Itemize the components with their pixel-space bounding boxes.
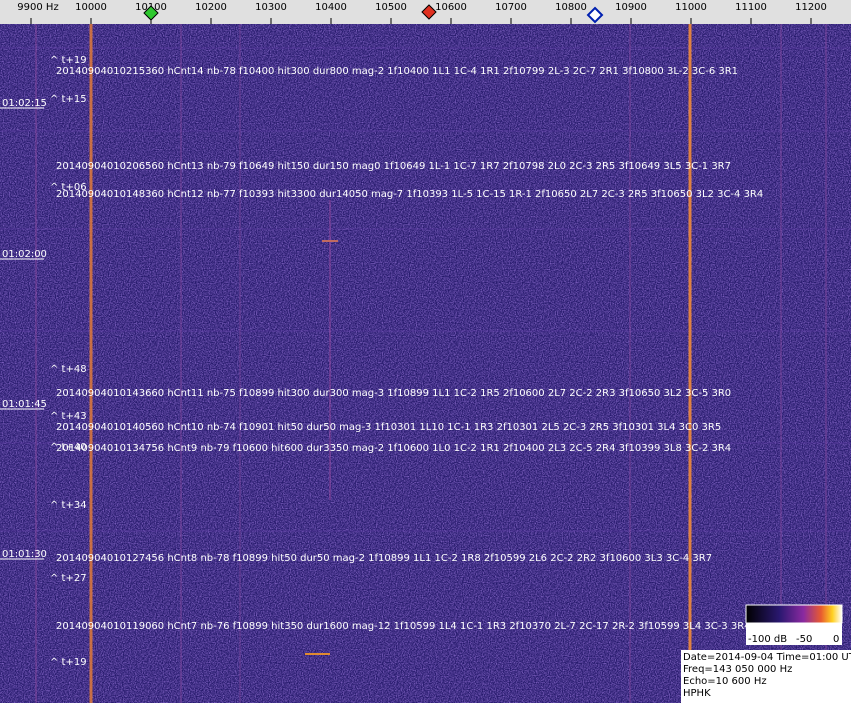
time-label: 01:01:45 <box>2 399 47 410</box>
event-marker: ^ t+19 <box>50 55 87 66</box>
horizontal-streaks <box>0 47 851 532</box>
marker-green <box>143 5 159 21</box>
freq-label: 11000 <box>675 2 707 13</box>
freq-label: 10600 <box>435 2 467 13</box>
event-line: 20140904010143660 hCnt11 nb-75 f10899 hi… <box>56 388 731 399</box>
marker-blue <box>586 6 604 24</box>
event-marker: ^ t+43 <box>50 411 87 422</box>
time-label: 01:02:00 <box>2 249 47 260</box>
freq-label: 10300 <box>255 2 287 13</box>
freq-label: 10400 <box>315 2 347 13</box>
colorbar-label: -50 <box>796 634 812 645</box>
freq-label: 10700 <box>495 2 527 13</box>
event-line: 20140904010215360 hCnt14 nb-78 f10400 hi… <box>56 66 738 77</box>
colorbar-scale <box>746 623 842 645</box>
info-line: Date=2014-09-04 Time=01:00 UTC <box>683 652 851 663</box>
info-line: HPHK <box>683 688 711 699</box>
event-line: 20140904010119060 hCnt7 nb-76 f10899 hit… <box>56 621 751 632</box>
time-label: 01:01:30 <box>2 549 47 560</box>
freq-label: 11100 <box>735 2 767 13</box>
event-line: 20140904010148360 hCnt12 nb-77 f10393 hi… <box>56 189 763 200</box>
info-bg <box>681 650 851 703</box>
freq-label: 10800 <box>555 2 587 13</box>
colorbar: -100 dB -50 0 <box>745 604 843 645</box>
event-line: 20140904010127456 hCnt8 nb-78 f10899 hit… <box>56 553 712 564</box>
marker-red <box>421 4 437 20</box>
event-marker: ^ t+15 <box>50 94 87 105</box>
freq-label: 10200 <box>195 2 227 13</box>
event-marker: ^ t+40 <box>50 442 87 453</box>
event-marker: ^ t+27 <box>50 573 87 584</box>
event-marker: ^ t+48 <box>50 364 87 375</box>
event-marker: ^ t+19 <box>50 657 87 668</box>
colorbar-gradient <box>745 604 843 624</box>
freq-label: 10000 <box>75 2 107 13</box>
event-line: 20140904010140560 hCnt10 nb-74 f10901 hi… <box>56 422 721 433</box>
freq-label: 10500 <box>375 2 407 13</box>
freq-label: 10900 <box>615 2 647 13</box>
event-marker: ^ t+34 <box>50 500 87 511</box>
time-label: 01:02:15 <box>2 98 47 109</box>
vertical-lines <box>35 24 827 703</box>
freq-axis: 9900 Hz100001010010200103001040010500106… <box>0 0 851 24</box>
event-line: 20140904010134756 hCnt9 nb-79 f10600 hit… <box>56 443 731 454</box>
freq-label: 11200 <box>795 2 827 13</box>
colorbar-label: -100 dB <box>748 634 787 645</box>
colorbar-label: 0 <box>833 634 839 645</box>
freq-label: 9900 Hz <box>17 2 58 13</box>
event-line: 20140904010206560 hCnt13 nb-79 f10649 hi… <box>56 161 731 172</box>
event-marker: ^ t+06 <box>50 182 87 193</box>
info-line: Echo=10 600 Hz <box>683 676 767 687</box>
info-box: Date=2014-09-04 Time=01:00 UTC Freq=143 … <box>681 650 851 703</box>
info-line: Freq=143 050 000 Hz <box>683 664 792 675</box>
noise <box>0 24 851 703</box>
